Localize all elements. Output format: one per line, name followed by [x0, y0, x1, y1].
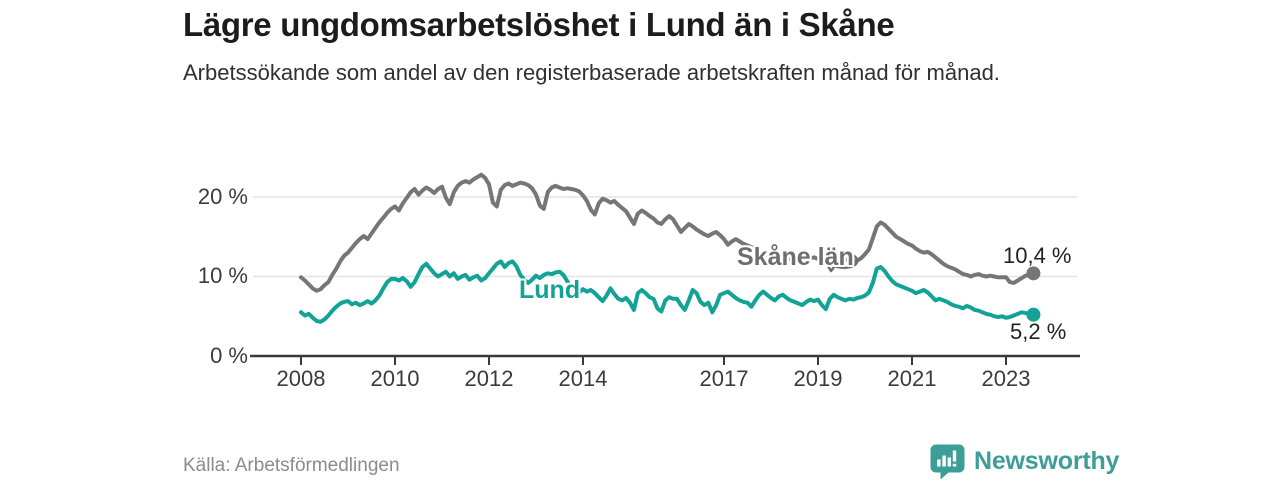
series-end-dots [1026, 266, 1041, 322]
x-axis-label-2019: 2019 [793, 366, 843, 391]
series-label-skane: Skåne län [737, 243, 854, 271]
x-axis-label-2017: 2017 [699, 366, 749, 391]
end-value-label-skane: 10,4 % [1003, 243, 1072, 268]
x-axis-label-2012: 2012 [464, 366, 514, 391]
bar-chart-speech-bubble-icon [930, 444, 965, 480]
page-subtitle: Arbetssökande som andel av den registerb… [183, 60, 1000, 85]
y-axis-label-10: 10 % [197, 263, 248, 288]
page-title: Lägre ungdomsarbetslöshet i Lund än i Sk… [183, 6, 895, 43]
brand-wordmark: Newsworthy [974, 447, 1120, 475]
y-axis-label-0: 0 % [210, 343, 248, 368]
gridlines [253, 196, 1077, 278]
y-axis-label-20: 20 % [197, 184, 248, 209]
x-axis [250, 354, 1080, 365]
brand-logo: Newsworthy [929, 443, 1119, 480]
skane-annotation-arrow [823, 251, 859, 273]
x-axis-label-2010: 2010 [370, 366, 420, 391]
series-label-lund: Lund [519, 276, 581, 304]
data-lines [299, 172, 1036, 324]
x-axis-label-2008: 2008 [276, 366, 326, 391]
x-axis-label-2023: 2023 [981, 366, 1031, 391]
x-axis-label-2014: 2014 [558, 366, 608, 391]
end-value-label-lund: 5,2 % [1010, 319, 1067, 344]
x-axis-label-2021: 2021 [887, 366, 937, 391]
source-caption: Källa: Arbetsförmedlingen [183, 455, 400, 476]
